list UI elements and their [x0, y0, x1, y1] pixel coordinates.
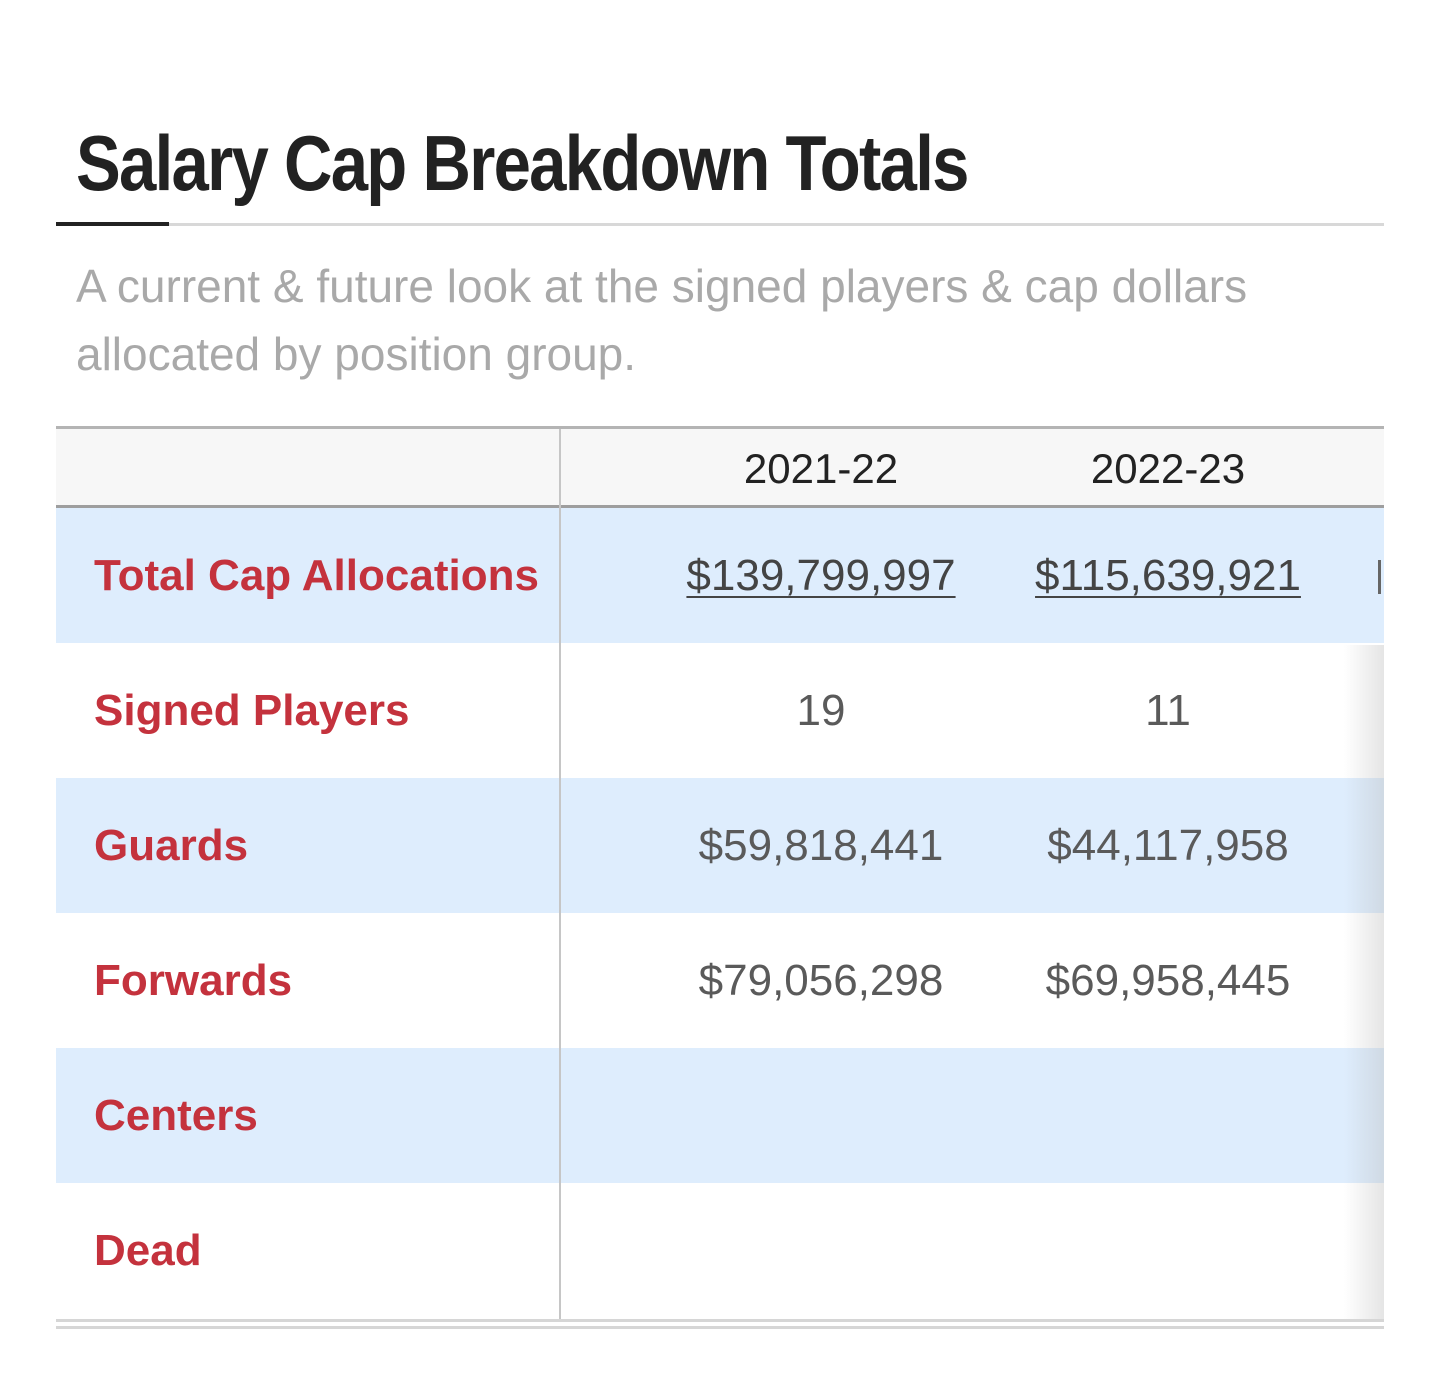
table-row-dead: Dead: [56, 1183, 1384, 1318]
column-header-2021-22[interactable]: 2021-22: [743, 445, 899, 492]
signed-players-2022-23: 11: [1145, 686, 1191, 735]
guards-2021-22: $59,818,441: [698, 821, 944, 870]
forwards-2021-22: $79,056,298: [698, 956, 944, 1005]
forwards-2022-23: $69,958,445: [1045, 956, 1291, 1005]
label-column-divider: [559, 429, 561, 1319]
dead-2021-22: [646, 1183, 996, 1318]
signed-players-2021-22: 19: [796, 686, 846, 735]
table-row-centers: Centers: [56, 1048, 1384, 1183]
column-header-2022-23[interactable]: 2022-23: [1090, 445, 1246, 492]
row-label-signed-players: Signed Players: [94, 686, 410, 735]
total-cap-2022-23-link[interactable]: $115,639,921: [1035, 551, 1301, 600]
row-label-centers: Centers: [94, 1091, 258, 1140]
row-label-dead: Dead: [94, 1226, 202, 1275]
table-row-guards: Guards $59,818,441 $44,117,958: [56, 778, 1384, 913]
table-row-forwards: Forwards $79,056,298 $69,958,445: [56, 913, 1384, 1048]
row-label-forwards: Forwards: [94, 956, 293, 1005]
section-subtitle: A current & future look at the signed pl…: [76, 260, 1248, 380]
section-title: Salary Cap Breakdown Totals: [76, 119, 969, 207]
dead-2022-23: [993, 1183, 1343, 1318]
total-cap-2021-22-link[interactable]: $139,799,997: [686, 551, 956, 600]
table-header-row: 2021-22 2022-23: [56, 429, 1384, 508]
title-divider: [56, 223, 1384, 226]
centers-2022-23: [993, 1048, 1343, 1183]
table-row-signed-players: Signed Players 19 11: [56, 643, 1384, 778]
row-label-guards: Guards: [94, 821, 249, 870]
guards-2022-23: $44,117,958: [1047, 821, 1289, 870]
table-bottom-rule: [56, 1319, 1384, 1329]
centers-2021-22: [646, 1048, 996, 1183]
table-row-total-cap: Total Cap Allocations $139,799,997 $115,…: [56, 508, 1384, 643]
horizontal-scroll-shadow[interactable]: [1344, 645, 1384, 1319]
title-accent-bar: [56, 222, 169, 226]
row-label-total-cap: Total Cap Allocations: [94, 551, 539, 600]
cap-breakdown-table[interactable]: 2021-22 2022-23 Total Cap Allocations $1…: [56, 426, 1384, 1319]
next-column-peek: [1378, 560, 1381, 594]
